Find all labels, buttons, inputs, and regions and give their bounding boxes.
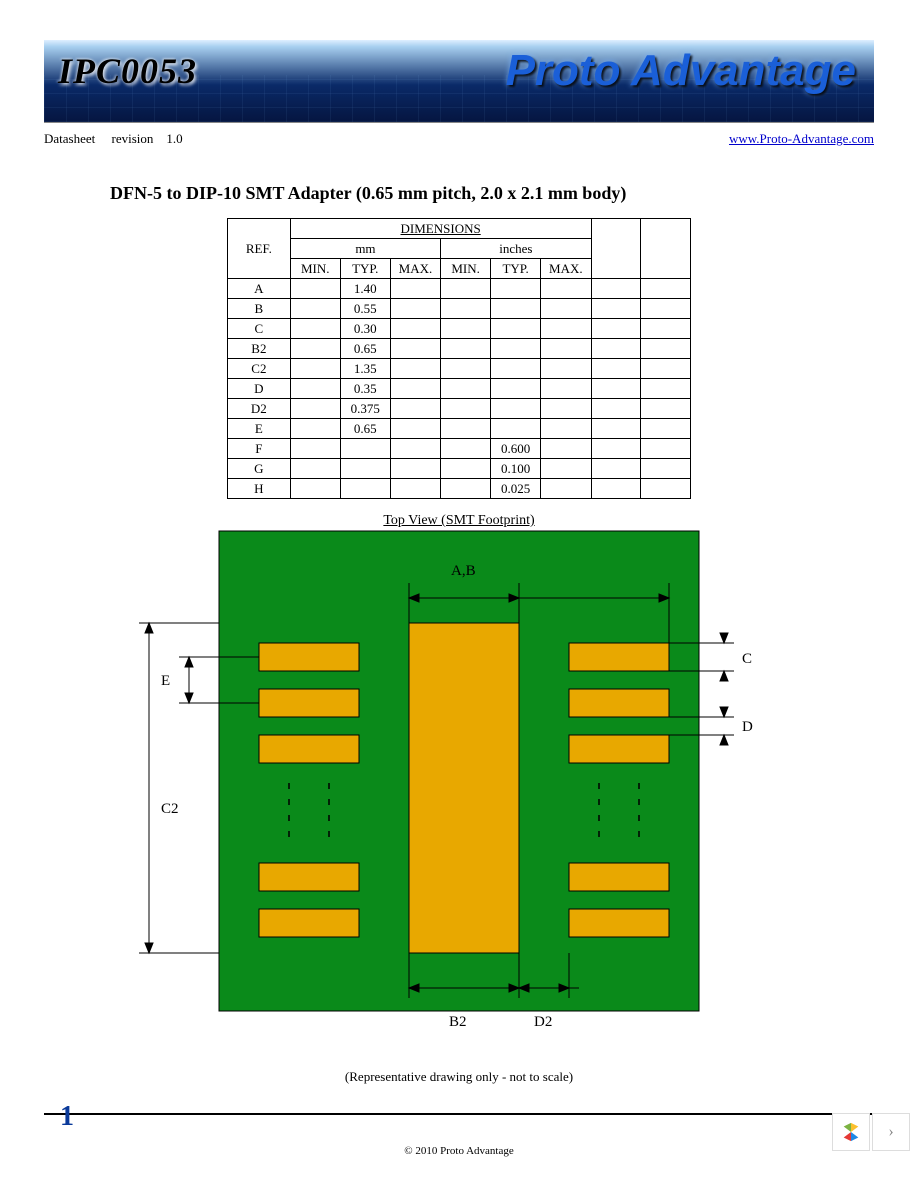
table-row: B0.55 bbox=[228, 299, 691, 319]
diagram-note: (Representative drawing only - not to sc… bbox=[0, 1069, 918, 1085]
meta-datasheet: Datasheet bbox=[44, 131, 95, 146]
meta-revision-label: revision bbox=[112, 131, 154, 146]
dimensions-table: REF. DIMENSIONS mm inches MIN. TYP. MAX.… bbox=[227, 218, 691, 499]
next-page-button[interactable]: › bbox=[872, 1113, 910, 1151]
table-header-ref: REF. bbox=[228, 219, 291, 279]
table-row: A1.40 bbox=[228, 279, 691, 299]
dim-label-d2: D2 bbox=[534, 1014, 552, 1030]
table-row: D20.375 bbox=[228, 399, 691, 419]
viewer-logo-icon[interactable] bbox=[832, 1113, 870, 1151]
website-link[interactable]: www.Proto-Advantage.com bbox=[729, 131, 874, 146]
table-row: B20.65 bbox=[228, 339, 691, 359]
dim-label-b2: B2 bbox=[449, 1014, 467, 1030]
table-header-dimensions: DIMENSIONS bbox=[290, 219, 591, 239]
table-sub-min: MIN. bbox=[290, 259, 340, 279]
brand-name: Proto Advantage bbox=[506, 46, 856, 96]
diagram-svg: A,B C D bbox=[139, 513, 779, 1053]
footprint-diagram: Top View (SMT Footprint) bbox=[139, 513, 779, 1053]
meta-row: Datasheet revision 1.0 www.Proto-Advanta… bbox=[44, 131, 874, 147]
table-sub-min: MIN. bbox=[441, 259, 491, 279]
copyright-text: © 2010 Proto Advantage bbox=[0, 1145, 918, 1157]
table-row: D0.35 bbox=[228, 379, 691, 399]
table-sub-typ: TYP. bbox=[491, 259, 541, 279]
table-header-mm: mm bbox=[290, 239, 440, 259]
table-row: C0.30 bbox=[228, 319, 691, 339]
table-header-inches: inches bbox=[441, 239, 591, 259]
page-number: 1 bbox=[60, 1101, 74, 1133]
part-number: IPC0053 bbox=[58, 50, 197, 92]
dim-label-d: D bbox=[742, 719, 753, 735]
footer-separator bbox=[44, 1113, 874, 1115]
table-row: F0.600 bbox=[228, 439, 691, 459]
table-sub-max: MAX. bbox=[390, 259, 440, 279]
page-nav-widget: › bbox=[832, 1113, 910, 1151]
dim-label-c2: C2 bbox=[161, 801, 179, 817]
table-row: H0.025 bbox=[228, 479, 691, 499]
table-row: E0.65 bbox=[228, 419, 691, 439]
meta-revision-value: 1.0 bbox=[166, 131, 182, 146]
table-sub-max: MAX. bbox=[541, 259, 591, 279]
table-row: G0.100 bbox=[228, 459, 691, 479]
header-banner: IPC0053 Proto Advantage bbox=[44, 40, 874, 123]
document-title: DFN-5 to DIP-10 SMT Adapter (0.65 mm pit… bbox=[110, 183, 918, 204]
dim-label-c: C bbox=[742, 651, 752, 667]
table-row: C21.35 bbox=[228, 359, 691, 379]
table-sub-typ: TYP. bbox=[340, 259, 390, 279]
dim-label-e: E bbox=[161, 673, 170, 689]
dim-label-ab: A,B bbox=[451, 563, 476, 579]
